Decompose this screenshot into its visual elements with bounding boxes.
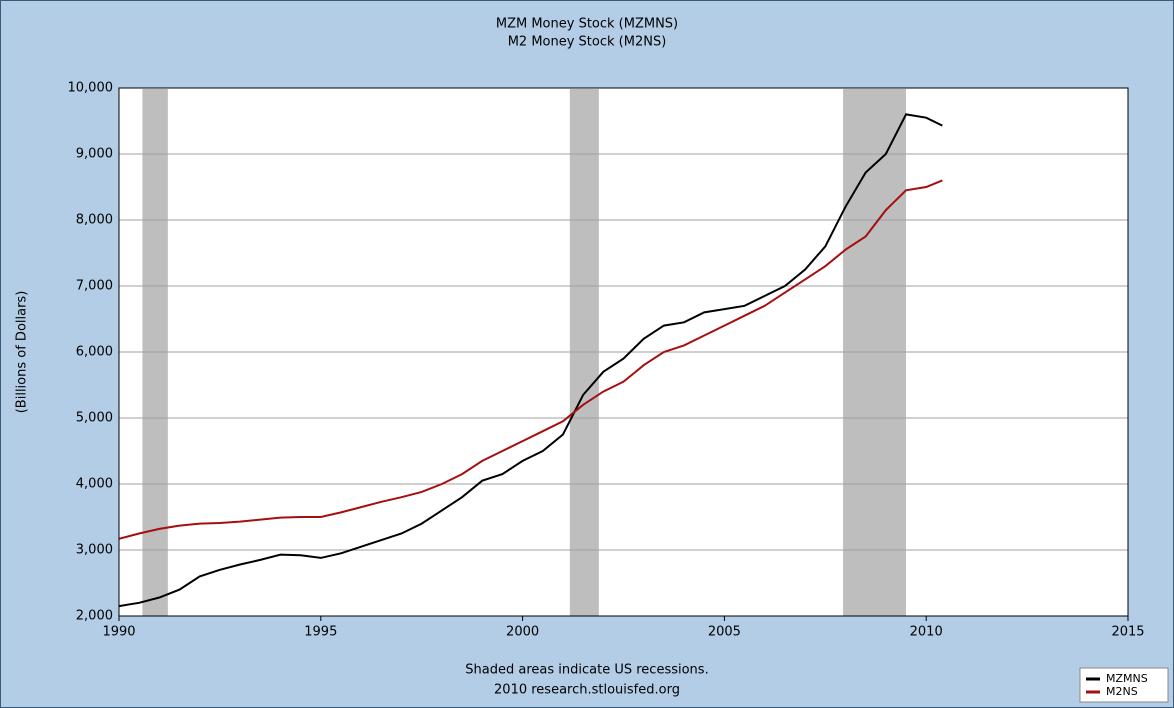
chart-subtitle: M2 Money Stock (M2NS): [508, 35, 667, 50]
x-tick-label: 2000: [506, 625, 539, 640]
y-tick-label: 5,000: [76, 411, 113, 426]
legend: [1079, 667, 1169, 703]
legend-label: M2NS: [1106, 685, 1138, 698]
y-tick-label: 2,000: [76, 609, 113, 624]
series-line: [118, 113, 943, 608]
x-tick-label: 2015: [1111, 625, 1144, 640]
y-tick-label: 7,000: [76, 279, 113, 294]
y-tick-label: 10,000: [68, 81, 114, 96]
series-line: [118, 179, 943, 540]
y-tick-label: 8,000: [76, 213, 113, 228]
y-tick-label: 9,000: [76, 147, 113, 162]
chart-title: MZM Money Stock (MZMNS): [496, 17, 678, 32]
x-tick-label: 1995: [304, 625, 337, 640]
x-tick-label: 2010: [910, 625, 943, 640]
y-tick-label: 6,000: [76, 345, 113, 360]
y-tick-label: 4,000: [76, 477, 113, 492]
plot-area: [118, 87, 1129, 617]
x-tick-label: 1990: [102, 625, 135, 640]
legend-label: MZMNS: [1106, 672, 1148, 685]
note: 2010 research.stlouisfed.org: [494, 683, 680, 698]
y-axis-label: (Billions of Dollars): [15, 291, 30, 414]
y-tick-label: 3,000: [76, 543, 113, 558]
note: Shaded areas indicate US recessions.: [465, 663, 708, 678]
x-tick-label: 2005: [708, 625, 741, 640]
